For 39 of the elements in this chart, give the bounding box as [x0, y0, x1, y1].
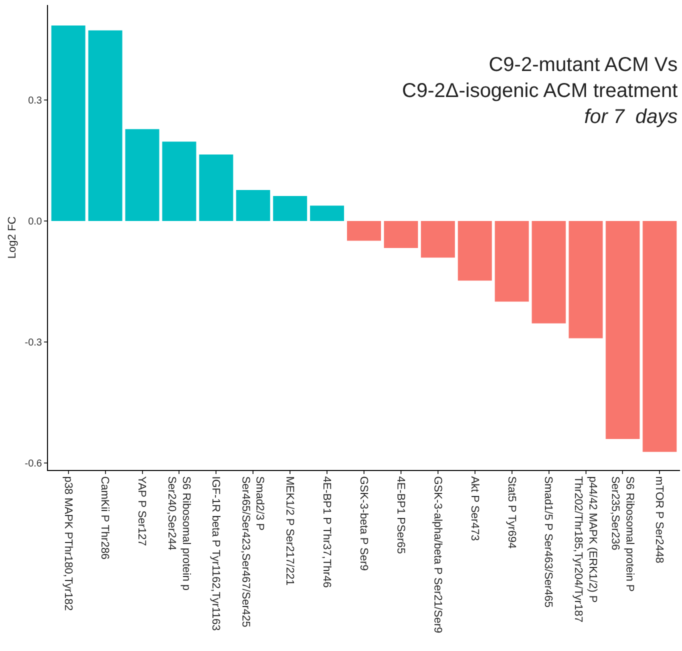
x-tick-label: 4E-BP1 PSer65 [394, 476, 406, 554]
text: C9-2-mutant ACM Vs C9-2Δ-isogenic ACM treatment for 7 days [402, 54, 678, 128]
bar [568, 220, 603, 338]
x-tick-label: GSK-3-alpha/beta P Ser21/Ser9 [431, 476, 444, 634]
x-tick-label: mTOR P Ser2448 [653, 476, 666, 564]
bar [273, 196, 308, 221]
bar [125, 129, 160, 221]
x-tick-label: Smad2/3 P Ser465/Ser423,Ser467/Ser425 [239, 476, 266, 628]
x-tick-label: GSK-3-beta P Ser9 [357, 476, 370, 571]
x-tick-label: YAP P Ser127 [136, 476, 148, 546]
y-tick-label: -0.3 [24, 337, 42, 348]
bar [236, 190, 270, 221]
bar [420, 220, 455, 258]
bar [532, 220, 566, 324]
bar [347, 220, 381, 241]
x-tick-label: 4E-BP1 P Thr37,Thr46 [320, 476, 332, 588]
x-tick-label: p44/42 MAPK (ERK1/2) P Thr202/Thr185,Tyr204/Tyr187 [572, 476, 598, 622]
x-tick-label: IGF-1R beta P Tyr1162,Tyr1163 [210, 476, 222, 631]
bar [51, 26, 86, 221]
bar [458, 220, 492, 281]
bar [88, 30, 122, 221]
bar [162, 142, 196, 221]
bar [199, 154, 234, 221]
bar [384, 220, 418, 248]
x-tick-label: CamKii P Thr286 [98, 476, 111, 560]
x-tick-label: MEK1/2 P Ser217/221 [284, 476, 296, 586]
x-tick-label: Stat5 P Tyr694 [505, 476, 518, 549]
x-tick-label: S6 Ribosomal protein p Ser240,Ser244 [165, 476, 192, 591]
bar [642, 220, 677, 452]
x-tick-label: Smad1/5 P Ser463/Ser465 [542, 476, 554, 608]
x-tick-label: p38 MAPK PThr180,Tyr182 [62, 476, 74, 611]
bar [606, 220, 640, 439]
bar [310, 206, 344, 221]
y-tick-label: -0.6 [24, 458, 42, 470]
y-tick-label: 0.0 [28, 216, 42, 228]
bar [494, 220, 529, 302]
x-tick-label: Akt P Ser473 [468, 476, 480, 541]
y-axis-title: Log2 FC [6, 216, 18, 259]
y-tick-label: 0.3 [28, 96, 42, 107]
